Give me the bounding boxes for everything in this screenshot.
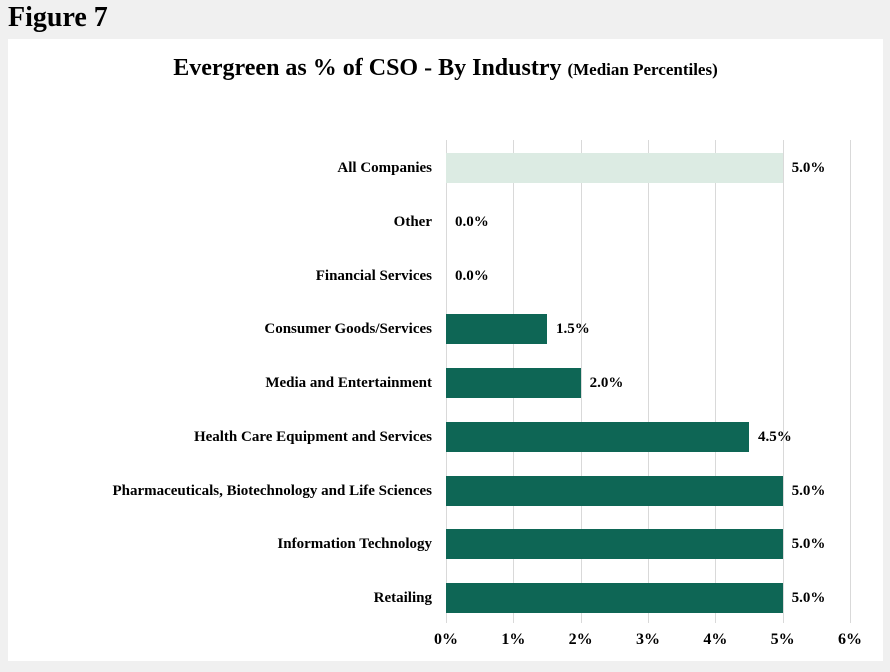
bar — [446, 368, 581, 398]
value-label: 5.0% — [791, 482, 826, 499]
gridline — [782, 140, 784, 623]
gridline — [580, 140, 582, 623]
bar — [446, 421, 749, 452]
value-label: 5.0% — [791, 160, 826, 176]
chart-subtitle: (Median Percentiles) — [567, 60, 718, 79]
value-label: 5.0% — [791, 590, 826, 606]
value-label: 1.5% — [556, 321, 590, 338]
category-label: Media and Entertainment — [265, 375, 432, 391]
x-axis-tick-label: 2% — [568, 631, 593, 648]
category-label: Financial Services — [315, 267, 432, 284]
bar — [446, 314, 547, 345]
chart-panel: Evergreen as % of CSO - By Industry (Med… — [8, 39, 883, 661]
bar — [446, 529, 783, 560]
gridline — [648, 140, 649, 623]
figure-label: Figure 7 — [8, 2, 108, 33]
chart-title-text: Evergreen as % of CSO - By Industry — [173, 55, 562, 81]
gridline — [850, 140, 851, 623]
value-label: 0.0% — [455, 213, 489, 230]
value-label: 0.0% — [455, 267, 489, 284]
x-axis-tick-label: 3% — [636, 631, 660, 648]
x-axis-tick-label: 0% — [434, 631, 458, 648]
chart-title: Evergreen as % of CSO - By Industry (Med… — [8, 55, 883, 82]
category-label: Other — [393, 213, 432, 230]
x-axis-tick-label: 6% — [838, 631, 862, 648]
category-label: Health Care Equipment and Services — [193, 428, 432, 445]
bar — [446, 583, 783, 613]
category-label: Retailing — [373, 590, 432, 606]
gridline — [715, 140, 717, 623]
category-label: Consumer Goods/Services — [264, 321, 432, 338]
value-label: 5.0% — [791, 536, 826, 553]
x-axis-tick-label: 5% — [770, 631, 795, 648]
category-label: Information Technology — [277, 536, 432, 553]
category-label: Pharmaceuticals, Biotechnology and Life … — [112, 482, 432, 499]
x-axis-tick-label: 1% — [501, 631, 526, 648]
plot-area: 0% 1% 2% 3% 4% 5% 6% All Companies 5.0% Other 0.0%… — [8, 39, 883, 661]
value-label: 2.0% — [589, 375, 624, 391]
x-axis-tick-label: 4% — [703, 631, 728, 648]
value-label: 4.5% — [758, 428, 792, 445]
bar — [446, 153, 783, 183]
category-label: All Companies — [337, 160, 432, 176]
bar — [446, 475, 783, 506]
